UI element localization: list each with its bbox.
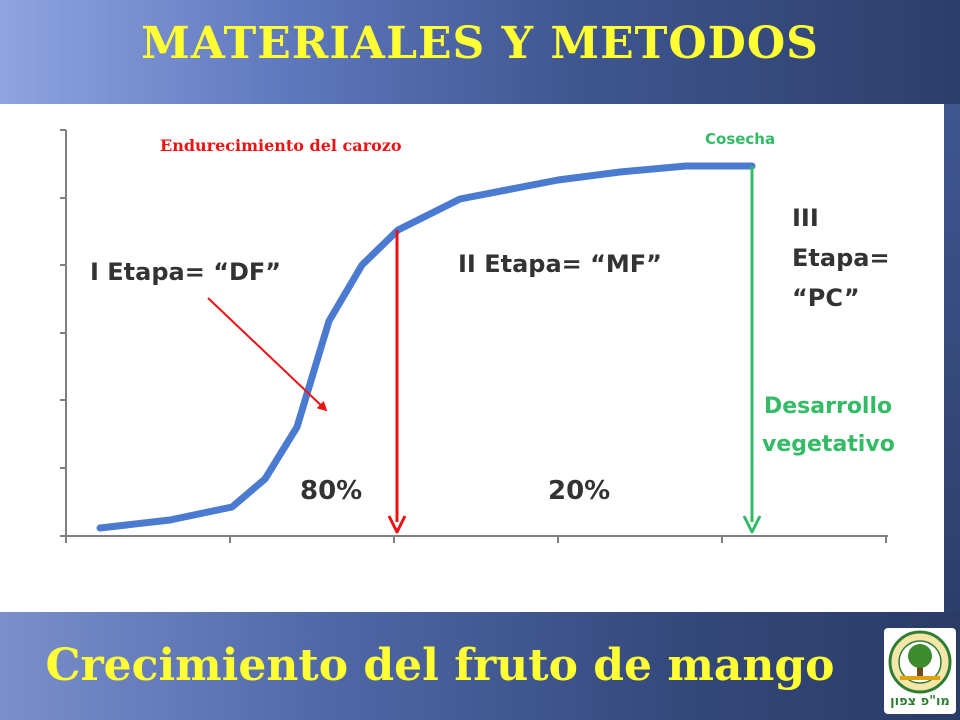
growth-curve xyxy=(96,162,756,532)
header-bar xyxy=(0,0,960,104)
footer-bar xyxy=(0,612,960,720)
logo-text: מו"פ צפון xyxy=(890,694,950,709)
percent-80-label: 80% xyxy=(300,476,363,506)
northern-rd-logo: מו"פ צפון xyxy=(884,628,956,714)
etapa1-label: I Etapa= “DF” xyxy=(90,258,282,286)
red-arrow-endurecimiento xyxy=(387,230,407,534)
etapa2-label: II Etapa= “MF” xyxy=(458,250,662,278)
tree-emblem-icon xyxy=(888,630,952,694)
axes xyxy=(60,129,888,543)
page-title: MATERIALES Y METODOS xyxy=(141,18,819,69)
desarrollo-line1: Desarrollo xyxy=(764,394,893,419)
cosecha-label: Cosecha xyxy=(705,130,776,148)
etapa3-line1: III xyxy=(792,204,819,232)
desarrollo-line2: vegetativo xyxy=(762,432,895,457)
percent-20-label: 20% xyxy=(548,476,611,506)
green-arrow-cosecha xyxy=(742,166,762,534)
etapa3-line2: Etapa= xyxy=(792,244,890,272)
etapa3-line3: “PC” xyxy=(792,284,860,312)
chart-area xyxy=(0,104,944,612)
right-edge-strip xyxy=(944,104,960,612)
footer-title: Crecimiento del fruto de mango xyxy=(45,640,835,691)
endurecimiento-label: Endurecimiento del carozo xyxy=(160,136,402,155)
red-pointer-arrow xyxy=(207,297,328,412)
